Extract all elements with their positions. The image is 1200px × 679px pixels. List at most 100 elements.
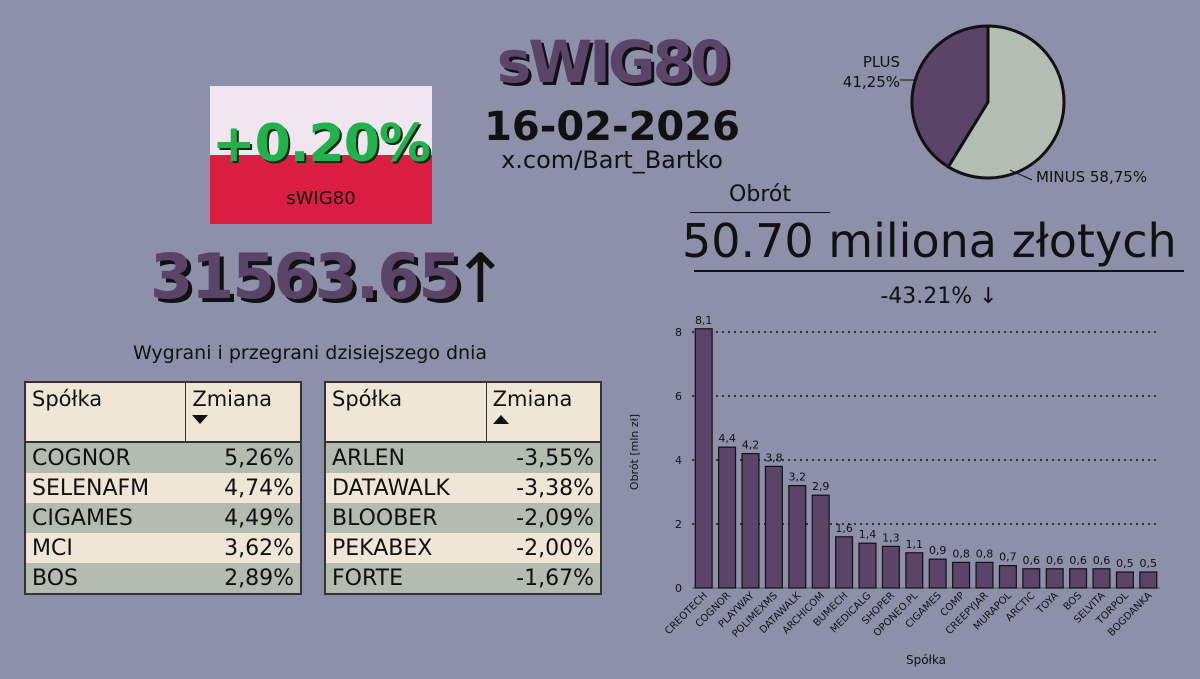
bar-value-label: 0,7: [999, 551, 1017, 564]
y-tick-label: 0: [675, 582, 682, 595]
pie-label-plus-name: PLUS: [862, 53, 900, 71]
table-row: SELENAFM 4,74%: [25, 473, 301, 503]
bar-comp: [952, 561, 971, 589]
table-row: COGNOR 5,26%: [25, 442, 301, 473]
table-row: CIGAMES 4,49%: [25, 503, 301, 533]
losers-col-company: Spółka: [325, 382, 487, 443]
bar-medicalg: [858, 542, 877, 589]
bar-value-label: 1,1: [906, 538, 924, 551]
y-tick-label: 4: [675, 454, 682, 467]
bar-value-label: 3,8: [765, 451, 783, 464]
pie-slice-minus: [946, 24, 1066, 180]
y-tick-label: 8: [675, 326, 682, 339]
bar-polimexms: [764, 465, 783, 589]
date: 16-02-2026: [484, 104, 740, 150]
bar-oponeo-pl: [905, 552, 924, 589]
bar-creotech: [694, 328, 713, 589]
change-value: -3,55%: [486, 442, 601, 473]
sort-ascending-icon: [492, 415, 509, 424]
company-name: COGNOR: [25, 442, 186, 473]
bar-value-label: 0,5: [1116, 557, 1134, 570]
bar-value-label: 0,9: [929, 544, 947, 557]
table-row: FORTE -1,67%: [325, 563, 601, 594]
change-value: 2,89%: [185, 563, 301, 594]
company-name: CIGAMES: [25, 503, 186, 533]
pie-label-plus-value: 41,25%: [842, 73, 900, 91]
author-handle: x.com/Bart_Bartko: [501, 146, 723, 174]
gainers-col-change-label: Zmiana: [192, 387, 273, 411]
pie-label-minus-value: 58,75%: [1089, 168, 1148, 186]
bar-value-label: 2,9: [812, 480, 830, 493]
bar-value-label: 0,6: [1093, 554, 1111, 567]
up-arrow-icon: ↑: [452, 240, 509, 319]
index-change-pct: +0.20%: [212, 114, 431, 174]
table-row: BOS 2,89%: [25, 563, 301, 594]
losers-table: Spółka Zmiana ARLEN -3,55% DATAWALK -3,3…: [324, 381, 602, 595]
bar-selvita: [1092, 568, 1111, 589]
breadth-pie-chart: [900, 24, 1066, 181]
table-row: DATAWALK -3,38%: [325, 473, 601, 503]
y-tick-label: 6: [675, 390, 682, 403]
company-name: BLOOBER: [325, 503, 487, 533]
bar-value-label: 0,6: [1046, 554, 1064, 567]
bar-value-label: 0,6: [1069, 554, 1087, 567]
losers-col-change-label: Zmiana: [492, 387, 573, 411]
change-value: -3,38%: [486, 473, 601, 503]
table-row: ARLEN -3,55%: [325, 442, 601, 473]
turnover-change: -43.21% ↓: [880, 284, 998, 309]
bar-cigames: [928, 558, 947, 589]
bar-value-label: 0,8: [952, 547, 970, 560]
bar-value-label: 4,4: [718, 432, 736, 445]
bar-value-label: 4,2: [742, 439, 760, 452]
pie-label-minus-name: MINUS: [1036, 168, 1086, 186]
company-name: BOS: [25, 563, 186, 594]
company-name: MCI: [25, 533, 186, 563]
company-name: SELENAFM: [25, 473, 186, 503]
bar-value-label: 3,2: [789, 471, 807, 484]
bar-value-label: 1,4: [859, 528, 877, 541]
turnover-divider: [694, 270, 1184, 272]
flag-red-stripe: [210, 155, 432, 224]
bar-value-label: 8,1: [695, 314, 713, 327]
bar-bogdanka: [1139, 571, 1158, 589]
change-value: -2,09%: [486, 503, 601, 533]
bar-murapol: [998, 565, 1017, 589]
bar-torpol: [1115, 571, 1134, 589]
bar-archicom: [811, 494, 830, 589]
y-axis-label: Obrót [mln zł]: [628, 414, 641, 490]
gainers-header-row: Spółka Zmiana: [25, 382, 301, 443]
table-row: BLOOBER -2,09%: [325, 503, 601, 533]
turnover-label-underline: [690, 212, 830, 213]
change-value: 5,26%: [185, 442, 301, 473]
movers-heading: Wygrani i przegrani dzisiejszego dnia: [132, 342, 488, 364]
change-value: 4,74%: [185, 473, 301, 503]
bar-creepyjar: [975, 561, 994, 589]
losers-col-change[interactable]: Zmiana: [485, 382, 601, 443]
turnover-value: 50.70 miliona złotych: [682, 214, 1177, 268]
bar-value-label: 0,6: [1023, 554, 1041, 567]
bar-bos: [1069, 568, 1088, 589]
x-axis-label: Spółka: [906, 653, 946, 667]
bar-value-label: 1,6: [835, 522, 853, 535]
turnover-label: Obrót: [729, 182, 791, 207]
gainers-col-change[interactable]: Zmiana: [185, 382, 301, 443]
change-value: 4,49%: [185, 503, 301, 533]
gainers-table: Spółka Zmiana COGNOR 5,26% SELENAFM 4,74…: [24, 381, 302, 595]
company-name: PEKABEX: [325, 533, 487, 563]
company-name: DATAWALK: [325, 473, 487, 503]
bar-value-label: 1,3: [882, 531, 900, 544]
flag-index-name: sWIG80: [286, 188, 356, 209]
bar-arctic: [1022, 568, 1041, 589]
bar-value-label: 0,8: [976, 547, 994, 560]
x-tick-label: TOYA: [1034, 590, 1061, 617]
flag-white-stripe: [210, 86, 432, 155]
gainers-col-company: Spółka: [25, 382, 186, 443]
pie-slice-plus: [910, 24, 990, 169]
sort-descending-icon: [192, 415, 209, 424]
losers-header-row: Spółka Zmiana: [325, 382, 601, 443]
bar-datawalk: [788, 485, 807, 589]
table-row: PEKABEX -2,00%: [325, 533, 601, 563]
index-value: 31563.65: [150, 240, 462, 313]
table-row: MCI 3,62%: [25, 533, 301, 563]
